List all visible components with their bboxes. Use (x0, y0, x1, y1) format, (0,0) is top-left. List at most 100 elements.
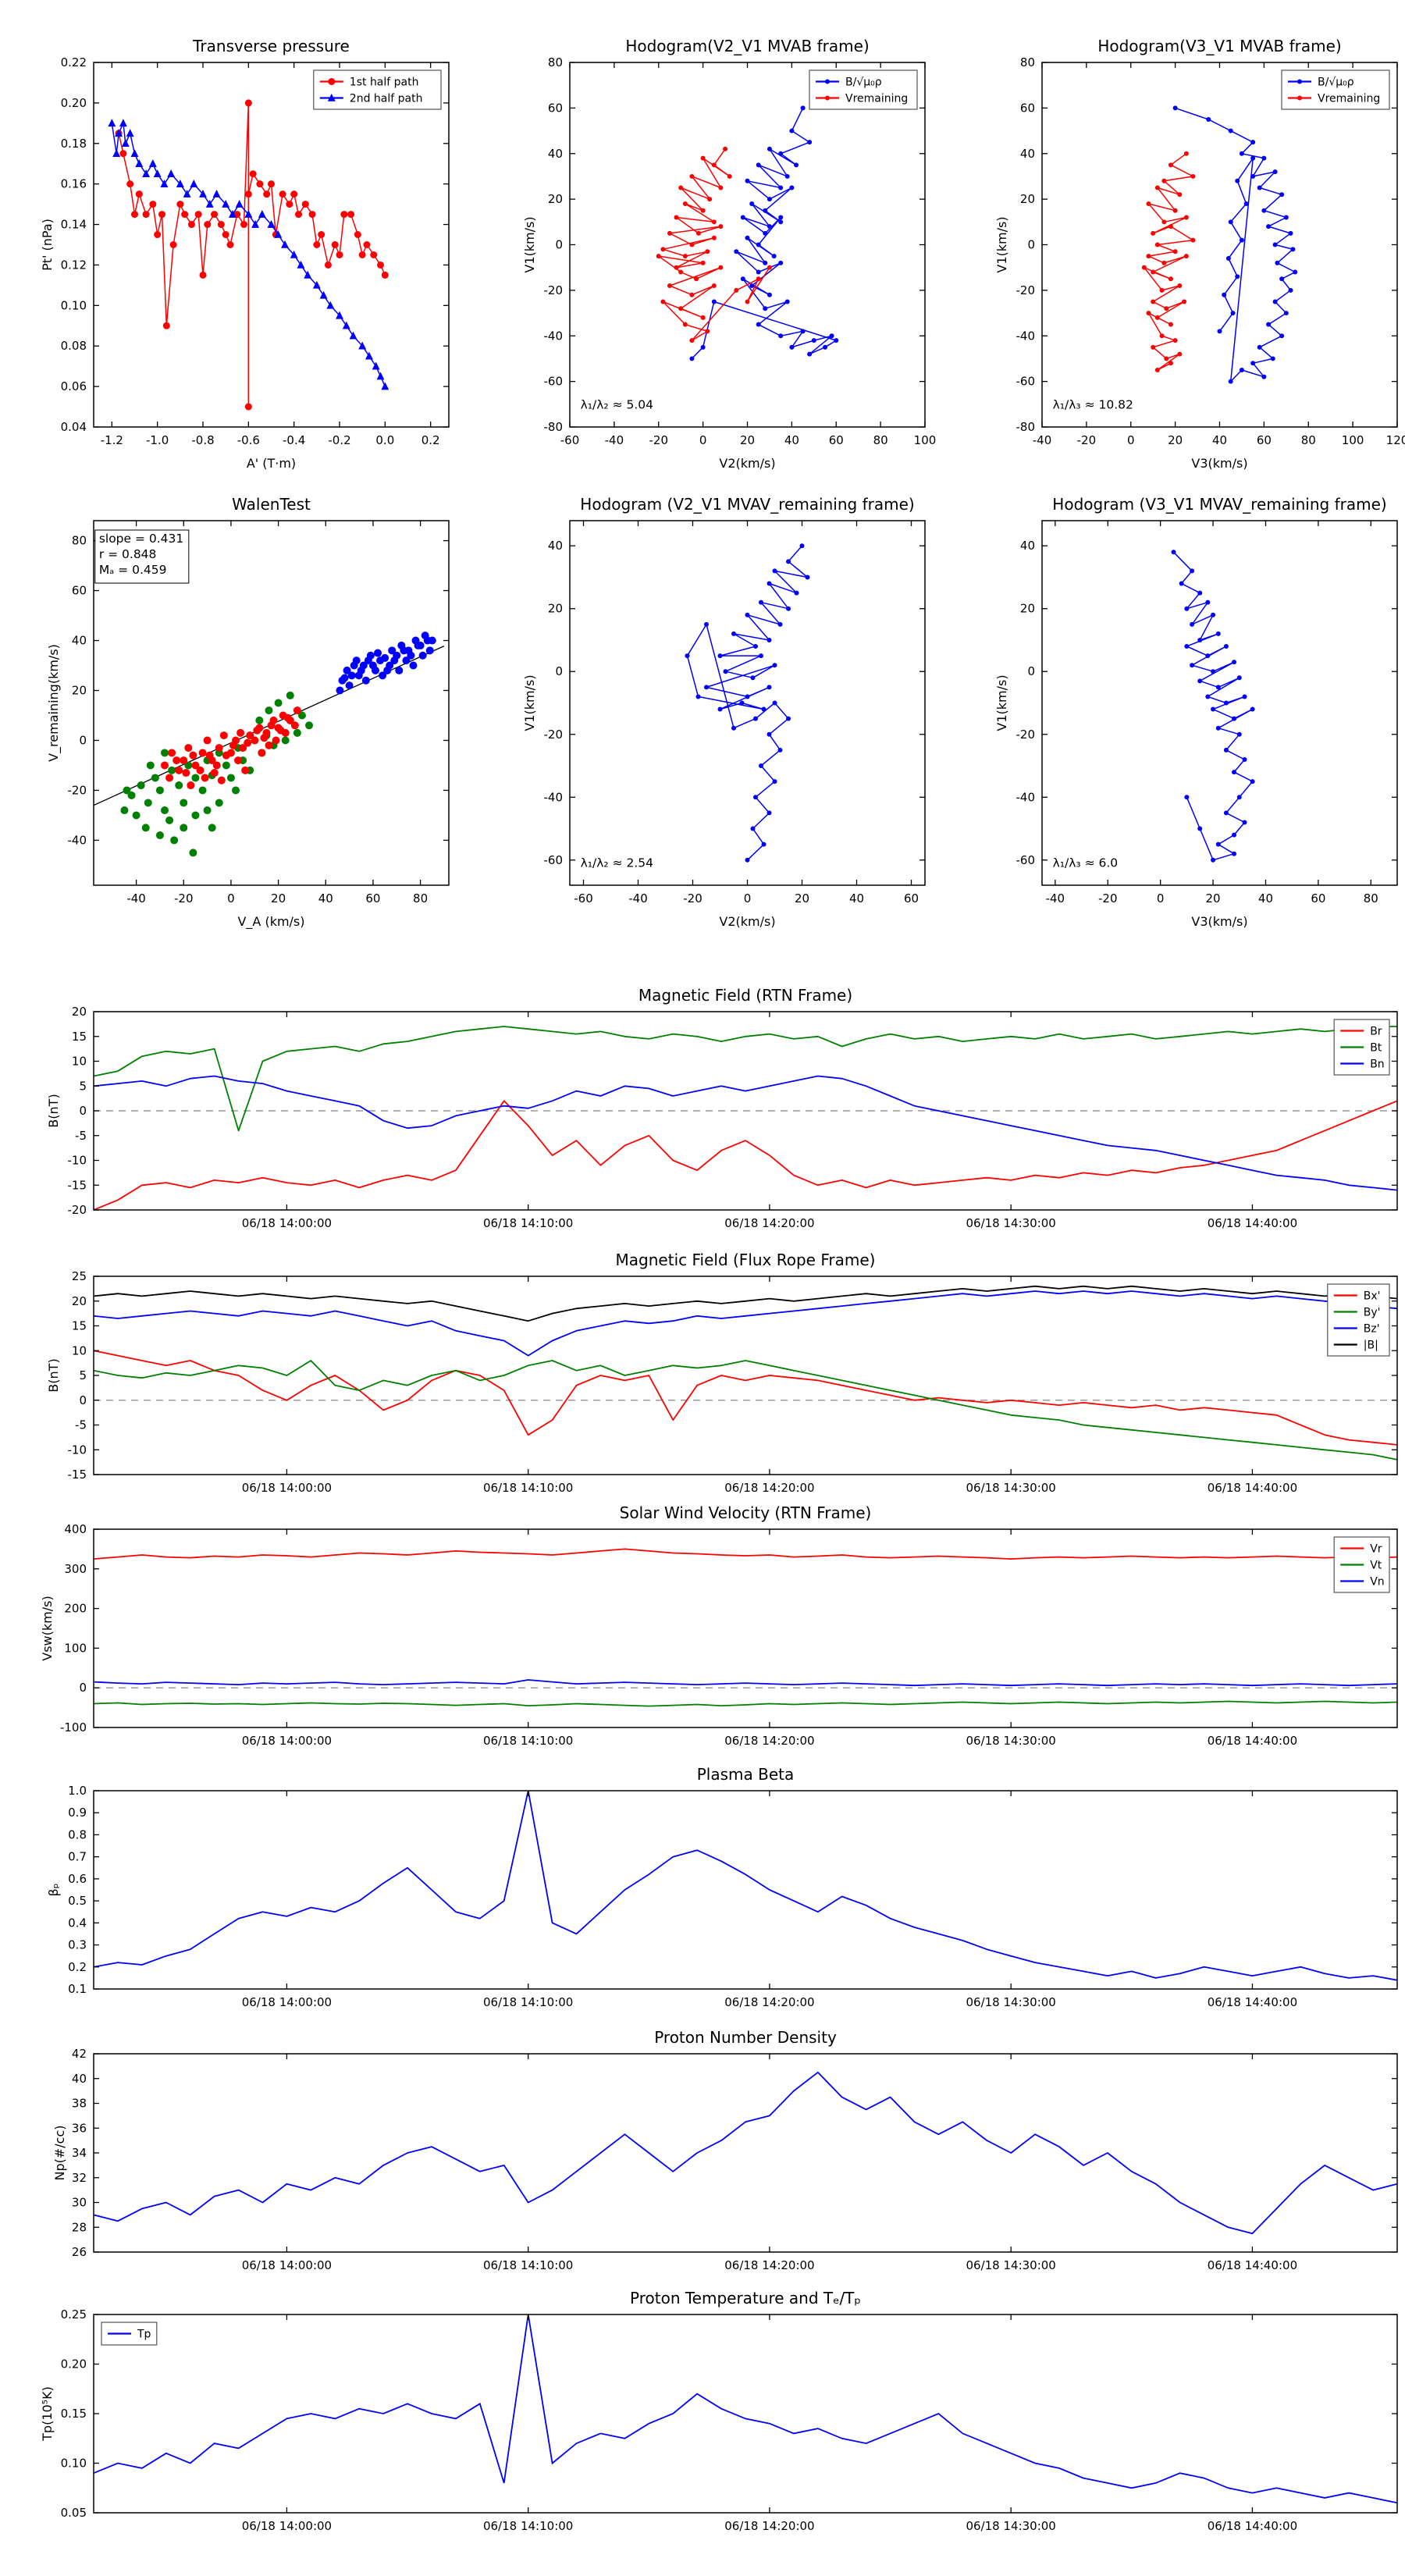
svg-text:0.20: 0.20 (61, 2357, 87, 2371)
svg-text:-60: -60 (1016, 853, 1036, 867)
svg-text:60: 60 (1020, 101, 1035, 115)
svg-text:60: 60 (72, 584, 87, 598)
svg-text:20: 20 (271, 891, 286, 906)
svg-text:60: 60 (1311, 891, 1325, 906)
svg-text:B/√μ₀ρ: B/√μ₀ρ (1318, 76, 1354, 89)
svg-text:06/18 14:00:00: 06/18 14:00:00 (242, 1216, 332, 1230)
svg-text:-40: -40 (544, 790, 564, 804)
svg-text:20: 20 (1020, 192, 1035, 206)
svg-text:B(nT): B(nT) (46, 1358, 61, 1392)
svg-text:0: 0 (227, 891, 235, 906)
svg-text:-40: -40 (605, 433, 624, 447)
svg-text:Hodogram(V2_V1 MVAB frame): Hodogram(V2_V1 MVAB frame) (625, 37, 869, 55)
svg-text:0.22: 0.22 (61, 55, 87, 69)
svg-text:38: 38 (72, 2097, 87, 2111)
svg-text:06/18 14:30:00: 06/18 14:30:00 (966, 1216, 1055, 1230)
svg-text:06/18 14:40:00: 06/18 14:40:00 (1208, 2519, 1297, 2533)
svg-text:V1(km/s): V1(km/s) (994, 674, 1009, 731)
svg-text:Mₐ = 0.459: Mₐ = 0.459 (99, 563, 167, 577)
svg-text:28: 28 (72, 2220, 87, 2234)
svg-text:0.16: 0.16 (61, 177, 87, 191)
svg-text:V_A (km/s): V_A (km/s) (237, 914, 304, 930)
panel-proton-number-density: 06/18 14:00:00 06/18 14:10:00 06/18 14:20:… (52, 2028, 1398, 2272)
svg-text:Transverse pressure: Transverse pressure (192, 37, 350, 55)
svg-text:2nd half path: 2nd half path (350, 93, 423, 105)
svg-text:0: 0 (79, 1393, 87, 1407)
svg-text:-20: -20 (1016, 728, 1036, 742)
svg-text:Vr: Vr (1370, 1543, 1382, 1556)
svg-text:06/18 14:10:00: 06/18 14:10:00 (483, 2519, 573, 2533)
panel-hodogram-v2v1-mvav: -60 -40 -20 0 20 40 60 -60 -40 -20 0 20 40 Hodogram (… (522, 495, 926, 929)
svg-text:WalenTest: WalenTest (232, 495, 311, 514)
svg-text:-0.6: -0.6 (237, 433, 260, 447)
panel-hodogram-v3v1-mvav: -40 -20 0 20 40 60 80 -60 -40 -20 0 20 40 Hodogram (V… (994, 495, 1398, 929)
svg-text:0.05: 0.05 (61, 2506, 87, 2520)
svg-text:-40: -40 (544, 329, 564, 343)
svg-text:0: 0 (744, 891, 752, 906)
svg-text:0.1: 0.1 (68, 1982, 87, 1996)
svg-text:40: 40 (1258, 891, 1273, 906)
svg-text:Tp: Tp (137, 2329, 151, 2341)
svg-text:40: 40 (1212, 433, 1227, 447)
svg-text:Bx': Bx' (1364, 1290, 1381, 1303)
svg-text:-60: -60 (560, 433, 580, 447)
svg-text:Tp(10⁵K): Tp(10⁵K) (40, 2386, 55, 2442)
svg-text:42: 42 (72, 2047, 87, 2061)
svg-text:06/18 14:40:00: 06/18 14:40:00 (1208, 2258, 1297, 2272)
svg-text:Proton Number Density: Proton Number Density (654, 2028, 837, 2047)
svg-text:λ₁/λ₃ ≈ 6.0: λ₁/λ₃ ≈ 6.0 (1053, 856, 1119, 870)
svg-text:0: 0 (555, 238, 563, 252)
svg-text:20: 20 (1020, 602, 1035, 616)
svg-text:06/18 14:10:00: 06/18 14:10:00 (483, 1216, 573, 1230)
svg-text:0: 0 (1127, 433, 1135, 447)
svg-text:B(nT): B(nT) (46, 1094, 61, 1127)
svg-text:0.2: 0.2 (422, 433, 440, 447)
svg-text:80: 80 (72, 534, 87, 548)
svg-text:βₚ: βₚ (46, 1883, 61, 1896)
svg-text:10: 10 (72, 1055, 87, 1069)
svg-text:06/18 14:20:00: 06/18 14:20:00 (724, 1734, 814, 1748)
svg-text:1st half path: 1st half path (350, 76, 419, 89)
svg-text:06/18 14:00:00: 06/18 14:00:00 (242, 1481, 332, 1495)
panel-magnetic-field-fluxrope: 06/18 14:00:00 06/18 14:10:00 06/18 14:20:… (46, 1251, 1398, 1495)
svg-text:30: 30 (72, 2196, 87, 2210)
svg-text:60: 60 (1257, 433, 1272, 447)
svg-text:60: 60 (829, 433, 844, 447)
svg-text:20: 20 (72, 1005, 87, 1019)
svg-text:40: 40 (318, 891, 333, 906)
svg-text:60: 60 (365, 891, 380, 906)
svg-text:34: 34 (72, 2146, 87, 2160)
svg-text:-20: -20 (1098, 891, 1118, 906)
svg-text:20: 20 (795, 891, 809, 906)
svg-text:06/18 14:40:00: 06/18 14:40:00 (1208, 1481, 1297, 1495)
svg-text:-40: -40 (1016, 329, 1036, 343)
svg-text:06/18 14:00:00: 06/18 14:00:00 (242, 2258, 332, 2272)
svg-text:λ₁/λ₂ ≈ 5.04: λ₁/λ₂ ≈ 5.04 (581, 398, 653, 412)
svg-text:-20: -20 (683, 891, 702, 906)
svg-text:20: 20 (1206, 891, 1221, 906)
svg-text:-10: -10 (68, 1154, 87, 1168)
svg-text:-1.0: -1.0 (146, 433, 169, 447)
svg-text:25: 25 (72, 1269, 87, 1283)
svg-text:06/18 14:20:00: 06/18 14:20:00 (724, 2519, 814, 2533)
svg-text:06/18 14:10:00: 06/18 14:10:00 (483, 1734, 573, 1748)
panel-magnetic-field-rtn: 06/18 14:00:00 06/18 14:10:00 06/18 14:20:… (46, 986, 1398, 1230)
svg-text:Bn: Bn (1370, 1059, 1384, 1071)
svg-text:λ₁/λ₃ ≈ 10.82: λ₁/λ₃ ≈ 10.82 (1053, 398, 1133, 412)
panel-solar-wind-velocity: 06/18 14:00:00 06/18 14:10:00 06/18 14:20:… (40, 1503, 1398, 1748)
svg-text:06/18 14:10:00: 06/18 14:10:00 (483, 1995, 573, 2009)
svg-text:80: 80 (1364, 891, 1378, 906)
svg-text:Solar Wind Velocity (RTN Frame: Solar Wind Velocity (RTN Frame) (620, 1503, 872, 1522)
svg-text:06/18 14:40:00: 06/18 14:40:00 (1208, 1995, 1297, 2009)
svg-text:-20: -20 (174, 891, 194, 906)
svg-text:V1(km/s): V1(km/s) (994, 216, 1009, 272)
svg-text:Vn: Vn (1370, 1576, 1384, 1589)
svg-text:80: 80 (413, 891, 428, 906)
svg-text:0: 0 (1157, 891, 1165, 906)
svg-text:0.0: 0.0 (375, 433, 394, 447)
svg-text:-0.8: -0.8 (191, 433, 214, 447)
svg-text:V3(km/s): V3(km/s) (1191, 914, 1247, 929)
svg-text:0.14: 0.14 (61, 218, 87, 232)
svg-text:06/18 14:30:00: 06/18 14:30:00 (966, 1481, 1055, 1495)
svg-text:Hodogram(V3_V1 MVAB frame): Hodogram(V3_V1 MVAB frame) (1097, 37, 1341, 55)
